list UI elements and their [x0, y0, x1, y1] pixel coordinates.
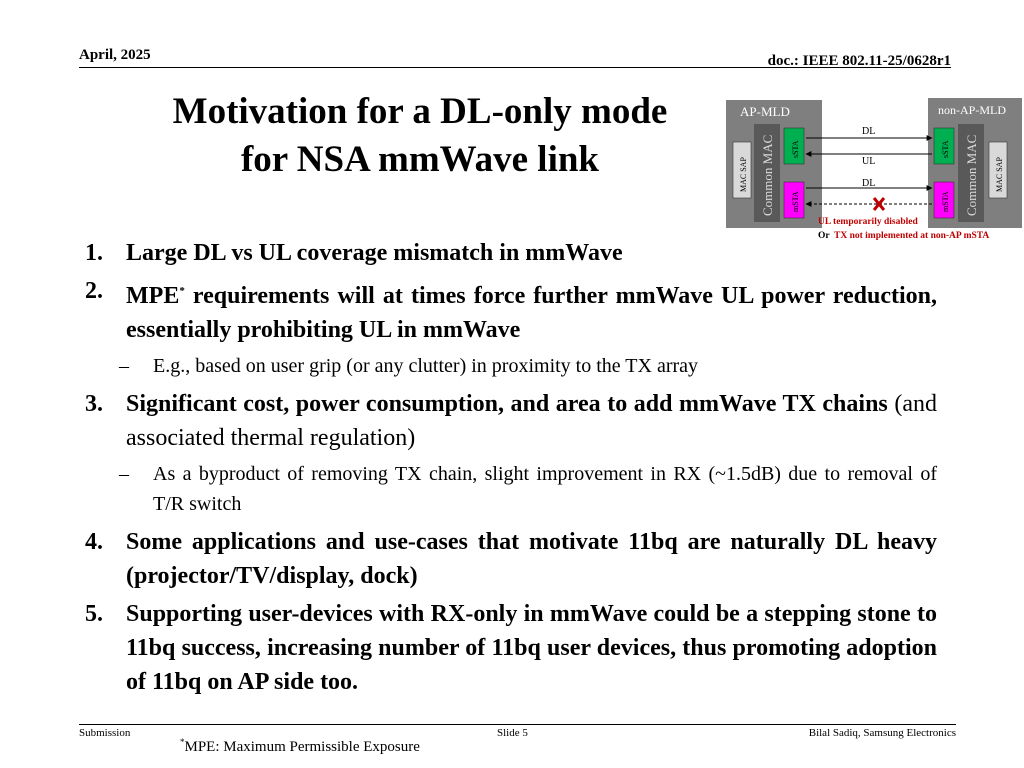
mld-link-diagram: AP-MLD non-AP-MLD MAC SAP Common MAC sST… — [726, 98, 1022, 241]
ap-common-mac-label: Common MAC — [760, 135, 775, 216]
nonap-common-mac-label: Common MAC — [964, 135, 979, 216]
nonap-common-mac-box — [958, 124, 984, 222]
nonap-ssta-box — [933, 127, 955, 165]
ap-mac-sap-box — [732, 141, 752, 199]
nonap-mld-label: non-AP-MLD — [938, 103, 1006, 117]
header-date: April, 2025 — [79, 47, 151, 63]
list-item: 4. Some applications and use-cases that … — [85, 525, 937, 593]
item-number: 2. — [85, 278, 103, 304]
ap-common-mac-box — [754, 124, 780, 222]
title-line-1: Motivation for a DL-only mode — [172, 91, 668, 132]
list-item: 2. MPE* requirements will at times force… — [85, 274, 937, 347]
ul-link-ssta-label: UL — [862, 156, 875, 167]
ap-ssta-label: sSTA — [791, 140, 800, 158]
nonap-ssta-label: sSTA — [941, 140, 950, 158]
list-item: 3. Significant cost, power consumption, … — [85, 387, 937, 455]
disabled-x-icon — [872, 197, 886, 211]
footer-author: Bilal Sadiq, Samsung Electronics — [808, 727, 956, 739]
list-item: 5. Supporting user-devices with RX-only … — [85, 597, 937, 699]
ap-mld-label: AP-MLD — [740, 104, 790, 119]
sub-bullet-text: E.g., based on user grip (or any clutter… — [153, 355, 699, 377]
footer-submission: Submission — [79, 727, 131, 739]
ap-msta-label: mSTA — [791, 191, 800, 212]
item-text: MPE* requirements will at times force fu… — [126, 283, 937, 343]
item-text: Significant cost, power consumption, and… — [126, 391, 937, 451]
slide-body: 1. Large DL vs UL coverage mismatch in m… — [85, 236, 937, 703]
nonap-mac-sap-label: MAC SAP — [995, 157, 1004, 192]
header-doc-id: doc.: IEEE 802.11-25/0628r1 — [767, 53, 951, 69]
footer-slide-number: Slide 5 — [497, 727, 528, 739]
dl-link-ssta-label: DL — [862, 126, 875, 137]
nonap-msta-label: mSTA — [941, 191, 950, 212]
sub-bullet: – E.g., based on user grip (or any clutt… — [119, 351, 937, 381]
ap-mac-sap-label: MAC SAP — [739, 157, 748, 192]
ul-disabled-note: UL temporarily disabled — [818, 217, 918, 227]
footnote-marker: * — [179, 285, 185, 297]
dl-link-msta-label: DL — [862, 178, 875, 189]
title-line-2: for NSA mmWave link — [240, 139, 600, 180]
tx-not-implemented-note: TX not implemented at non-AP mSTA — [834, 231, 989, 241]
item-text: Supporting user-devices with RX-only in … — [126, 601, 937, 695]
item-text: Large DL vs UL coverage mismatch in mmWa… — [126, 240, 623, 266]
sub-bullet-dash: – — [119, 463, 129, 485]
sub-bullet-dash: – — [119, 355, 129, 377]
nonap-msta-box — [933, 181, 955, 219]
nonap-mac-sap-box — [988, 141, 1008, 199]
ap-ssta-box — [783, 127, 805, 165]
sub-bullet-text: As a byproduct of removing TX chain, sli… — [153, 463, 937, 515]
list-item: 1. Large DL vs UL coverage mismatch in m… — [85, 236, 937, 270]
item-number: 4. — [85, 529, 103, 555]
item-number: 1. — [85, 240, 103, 266]
note-or: Or — [818, 231, 830, 241]
item-number: 3. — [85, 391, 103, 417]
footer-rule — [79, 724, 956, 725]
slide-title: Motivation for a DL-only mode for NSA mm… — [120, 88, 720, 184]
item-number: 5. — [85, 601, 103, 627]
ap-msta-box — [783, 181, 805, 219]
sub-bullet: – As a byproduct of removing TX chain, s… — [119, 459, 937, 519]
header-rule — [79, 67, 951, 68]
item-text: Some applications and use-cases that mot… — [126, 529, 937, 589]
footnote: *MPE: Maximum Permissible Exposure — [180, 737, 420, 755]
